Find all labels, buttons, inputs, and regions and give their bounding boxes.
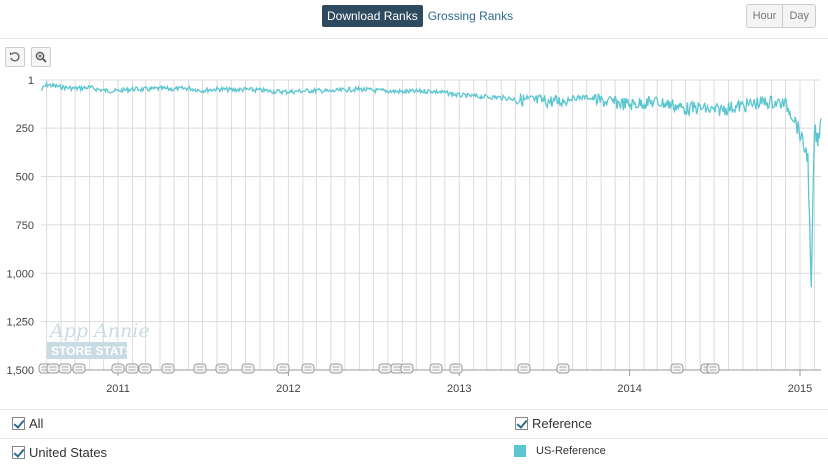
flag-bubble	[276, 363, 290, 374]
rank-chart: App Annie STORE STATS 1 250 500 750 1,000 1,2…	[6, 75, 822, 395]
flag-bubble	[706, 363, 720, 374]
legend-row-2: United States US-Reference	[0, 438, 828, 468]
annotation-flag[interactable]	[241, 363, 255, 374]
annotation-flag[interactable]	[276, 363, 290, 374]
reset-icon	[9, 52, 20, 62]
x-tick-label: 2015	[788, 383, 812, 395]
annotation-flag[interactable]	[215, 363, 229, 374]
category-checkbox[interactable]	[515, 417, 528, 430]
series-swatch	[514, 445, 526, 457]
y-tick-label: 250	[16, 123, 34, 135]
reset-zoom-button[interactable]	[5, 47, 25, 67]
day-button[interactable]: Day	[782, 5, 815, 27]
flag-bubble	[193, 363, 207, 374]
all-filter[interactable]: All	[12, 416, 43, 431]
annotation-flag[interactable]	[138, 363, 152, 374]
category-filter[interactable]: Reference	[515, 416, 592, 431]
annotation-flag[interactable]	[46, 363, 60, 374]
flag-bubble	[72, 363, 86, 374]
annotation-flag[interactable]	[517, 363, 531, 374]
flag-bubble	[161, 363, 175, 374]
annotation-flag[interactable]	[329, 363, 343, 374]
annotation-flag[interactable]	[390, 363, 404, 374]
y-tick-label: 500	[16, 172, 34, 184]
flag-bubble	[138, 363, 152, 374]
annotation-flag[interactable]	[706, 363, 720, 374]
annotation-flag[interactable]	[161, 363, 175, 374]
watermark-line2: STORE STATS	[51, 344, 133, 358]
annotation-flag[interactable]	[378, 363, 392, 374]
flag-bubble	[400, 363, 414, 374]
country-filter[interactable]: United States	[12, 445, 107, 460]
annotation-flag[interactable]	[429, 363, 443, 374]
series-line-us-reference[interactable]	[40, 80, 822, 288]
watermark-line1: App Annie	[48, 320, 150, 342]
legend-row-1: All Reference	[0, 409, 828, 439]
annotation-flag[interactable]	[449, 363, 463, 374]
series-legend-label: US-Reference	[536, 445, 606, 457]
flag-bubble	[301, 363, 315, 374]
flag-bubble	[125, 363, 139, 374]
annotation-flag[interactable]	[670, 363, 684, 374]
x-axis: 2011 2012 2013 2014 2015	[41, 369, 821, 395]
annotation-flag[interactable]	[193, 363, 207, 374]
x-tick-label: 2013	[447, 383, 471, 395]
download-ranks-tab[interactable]: Download Ranks	[322, 5, 423, 27]
flag-bubble	[58, 363, 72, 374]
all-label: All	[29, 416, 44, 431]
zoom-icon	[35, 51, 47, 63]
flag-bubble	[111, 363, 125, 374]
flag-bubble	[241, 363, 255, 374]
flag-bubble	[449, 363, 463, 374]
country-checkbox[interactable]	[12, 446, 25, 459]
annotation-flag[interactable]	[111, 363, 125, 374]
y-tick-label: 1	[28, 75, 34, 87]
flag-bubble	[556, 363, 570, 374]
y-tick-label: 1,250	[6, 317, 34, 329]
annotation-flag[interactable]	[301, 363, 315, 374]
y-tick-label: 750	[16, 220, 34, 232]
all-checkbox[interactable]	[12, 417, 25, 430]
hour-button[interactable]: Hour	[746, 5, 783, 27]
zoom-button[interactable]	[31, 47, 51, 67]
annotation-flag[interactable]	[400, 363, 414, 374]
annotation-flag[interactable]	[72, 363, 86, 374]
rank-type-tabs: Download Ranks Grossing Ranks	[322, 5, 518, 27]
y-tick-label: 1,000	[6, 268, 34, 280]
watermark-band	[47, 342, 127, 359]
y-axis: 1 250 500 750 1,000 1,250 1,500	[6, 75, 34, 377]
flag-bubble	[215, 363, 229, 374]
flag-bubble	[517, 363, 531, 374]
annotation-flags	[38, 363, 720, 374]
flag-bubble	[429, 363, 443, 374]
x-tick-label: 2011	[106, 383, 130, 395]
x-tick-label: 2014	[617, 383, 641, 395]
flag-bubble	[378, 363, 392, 374]
header-divider	[0, 38, 828, 39]
granularity-toggle: Hour Day	[745, 4, 816, 28]
country-label: United States	[29, 445, 108, 460]
annotation-flag[interactable]	[556, 363, 570, 374]
chart-grid	[41, 79, 821, 371]
x-tick-label: 2012	[276, 383, 300, 395]
grossing-ranks-tab[interactable]: Grossing Ranks	[427, 9, 514, 23]
annotation-flag[interactable]	[125, 363, 139, 374]
flag-bubble	[329, 363, 343, 374]
flag-bubble	[670, 363, 684, 374]
app-annie-watermark: App Annie STORE STATS	[47, 320, 150, 359]
flag-bubble	[46, 363, 60, 374]
series-legend-entry[interactable]: US-Reference	[514, 445, 606, 457]
y-tick-label: 1,500	[6, 365, 34, 377]
annotation-flag[interactable]	[58, 363, 72, 374]
category-label: Reference	[532, 416, 592, 431]
